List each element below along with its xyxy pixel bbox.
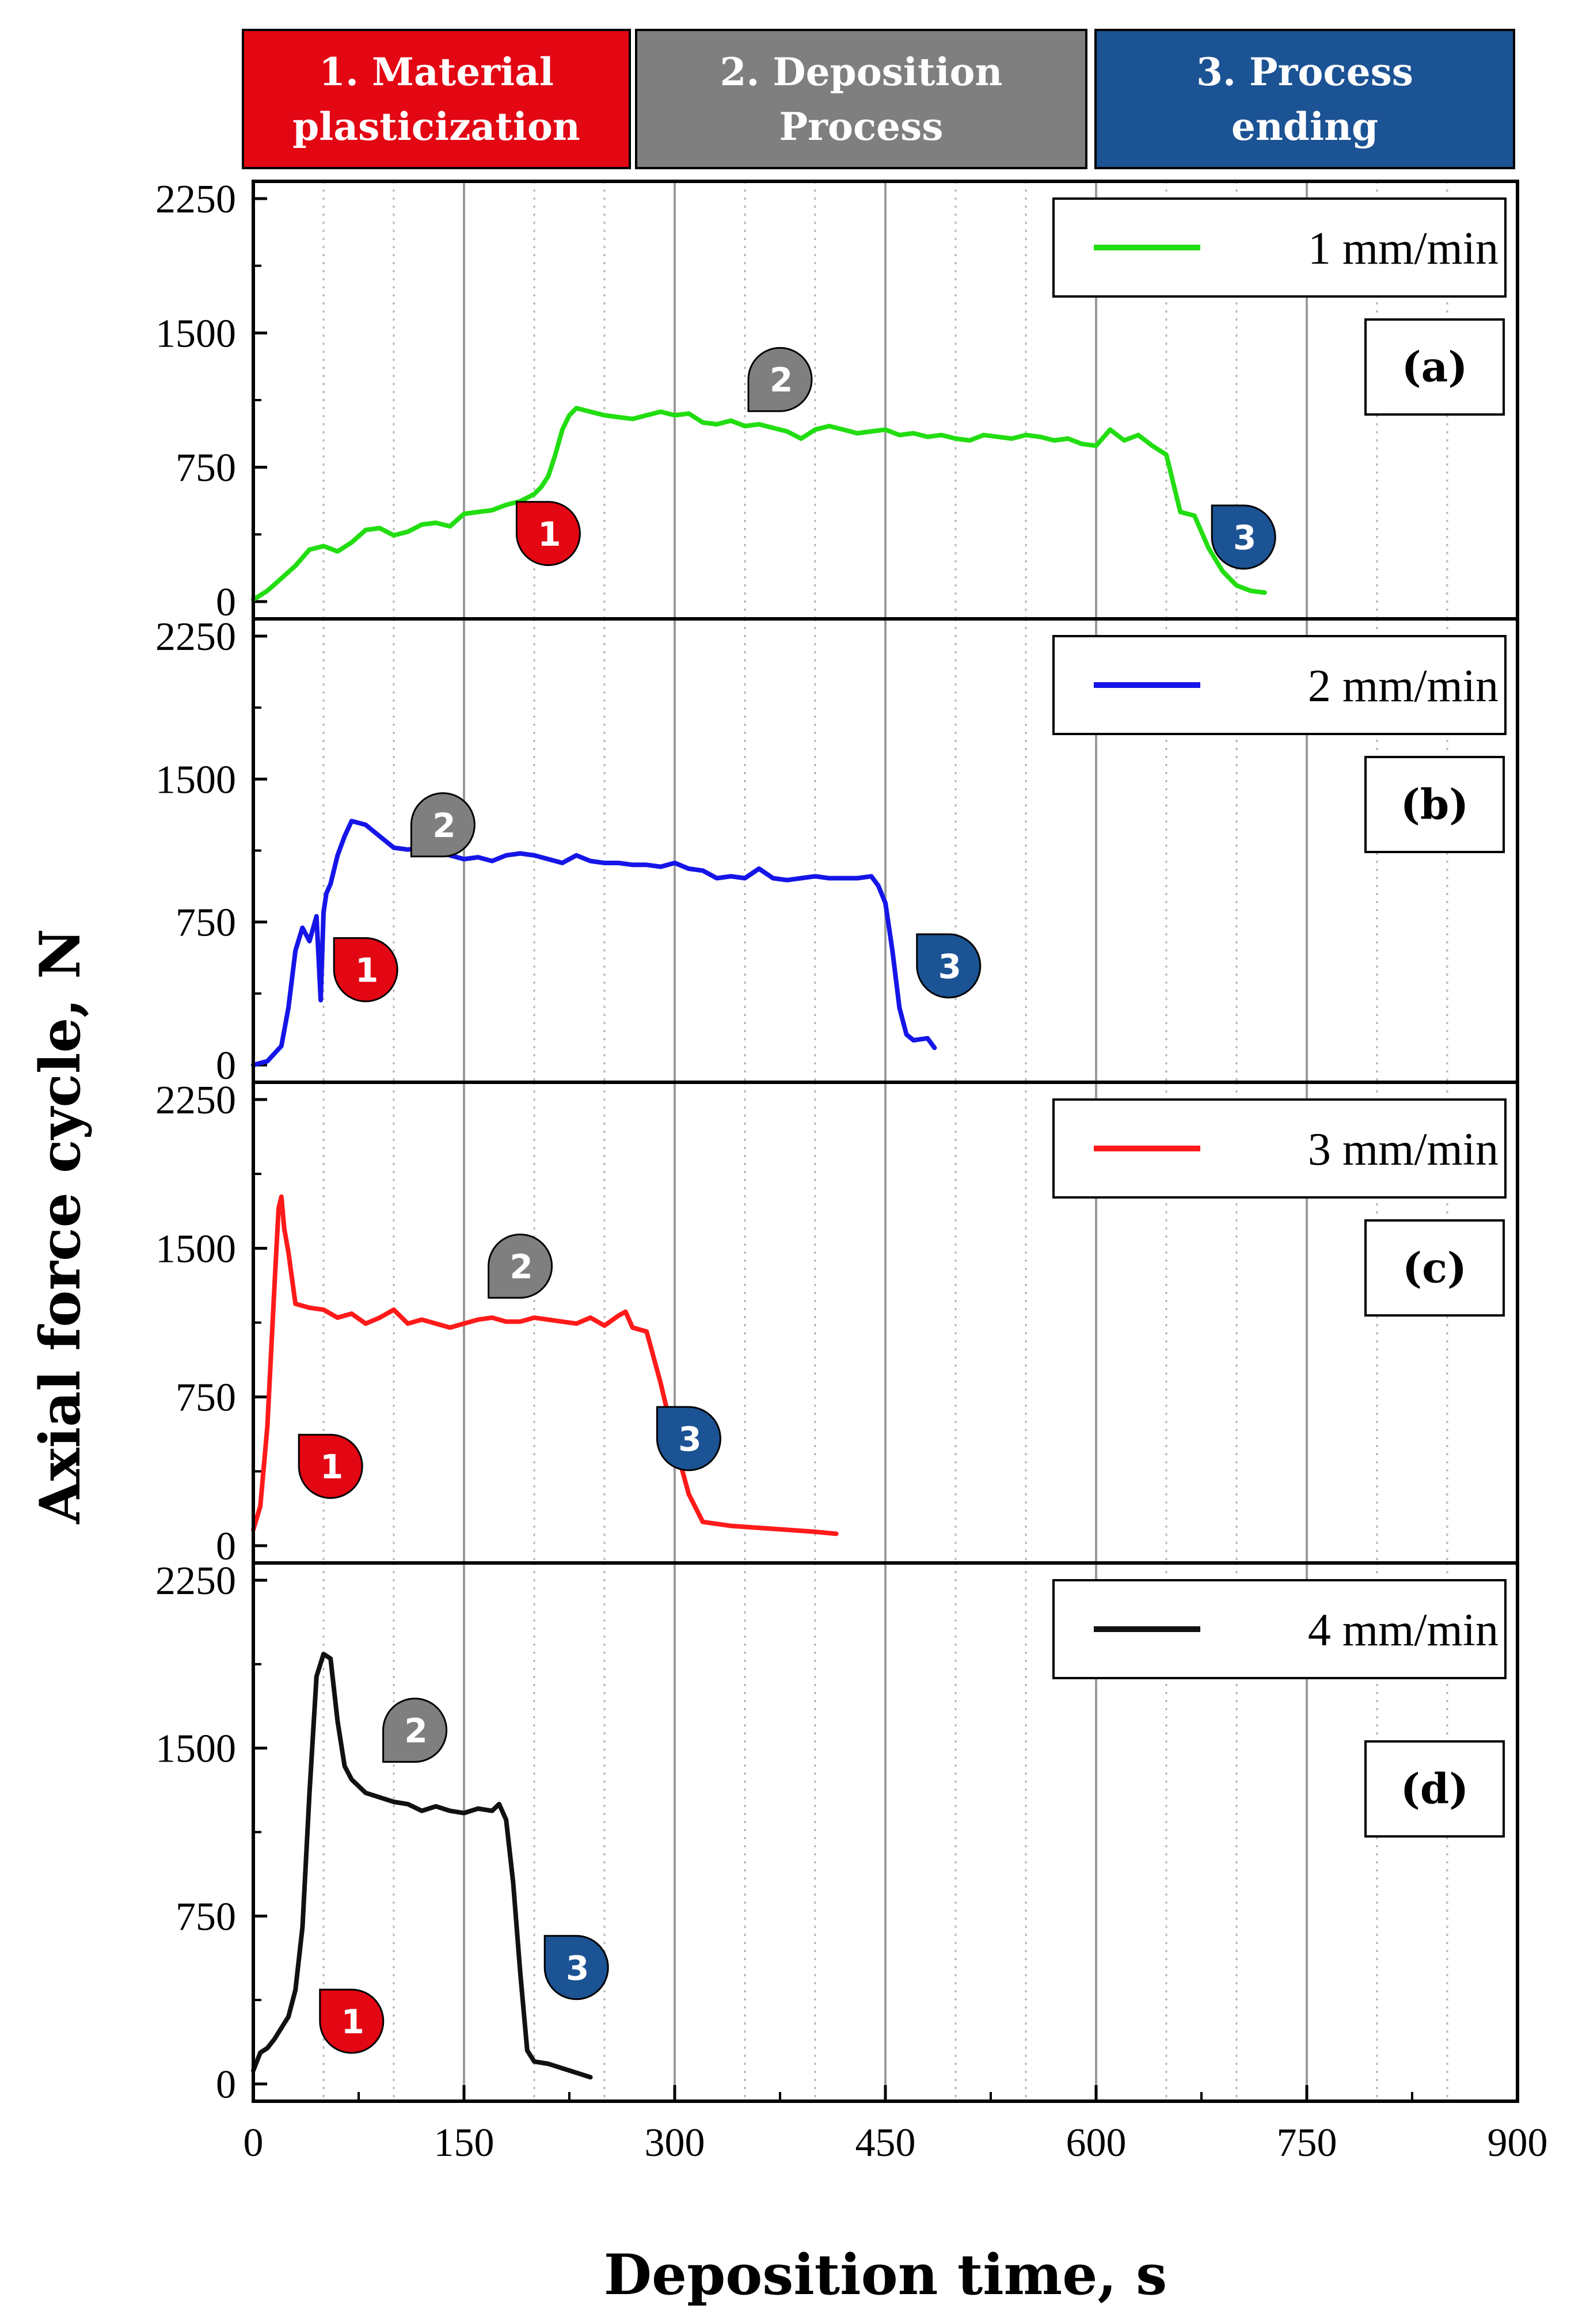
y-tick-label: 1500 [155, 1227, 236, 1271]
panel-label-box [1364, 318, 1505, 416]
panel-label: (a) [1402, 343, 1468, 391]
series-line [251, 819, 937, 1067]
x-tick-label: 0 [244, 2121, 264, 2165]
phase-marker-number: 3 [938, 947, 961, 986]
phase-box [242, 29, 631, 169]
phase-marker-number: 1 [355, 950, 378, 990]
phase-marker-number: 3 [566, 1949, 589, 1988]
phase-marker: 3 [916, 933, 982, 999]
phase-marker-shape [382, 1698, 448, 1763]
phase-marker-shape [543, 1935, 609, 2000]
x-tick-label: 300 [645, 2121, 705, 2165]
panel-label-box [1364, 1740, 1505, 1838]
phase-header: 1. Material plasticization 2. Deposition Pr… [242, 29, 1515, 169]
phase-marker-number: 1 [320, 1447, 343, 1486]
x-tick-label: 600 [1066, 2121, 1127, 2165]
phase-marker: 2 [382, 1698, 448, 1763]
phase-marker: 2 [488, 1233, 553, 1299]
y-tick-label: 2250 [155, 1559, 236, 1603]
phase-marker-shape [656, 1406, 721, 1471]
x-tick-label: 900 [1488, 2121, 1548, 2165]
phase-marker-number: 1 [341, 2002, 364, 2041]
legend: 1 mm/min [1052, 197, 1507, 298]
phase-marker-number: 2 [404, 1711, 427, 1751]
legend-label: 3 mm/min [1308, 1124, 1498, 1175]
panel: 0 750 1500 2250 3 mm/min (c) 1 2 3 [155, 1078, 1519, 1569]
y-tick-label: 0 [216, 1524, 236, 1569]
phase-marker-shape [515, 501, 581, 566]
y-tick-label: 750 [176, 1376, 236, 1420]
y-tick-label: 750 [176, 1895, 236, 1939]
x-axis-title: Deposition time, s [604, 2242, 1167, 2307]
phase-marker: 1 [319, 1988, 385, 2054]
phase-marker-number: 2 [509, 1247, 533, 1286]
phase-marker-number: 1 [538, 515, 561, 554]
y-tick-label: 0 [216, 2063, 236, 2107]
x-axis: 0 150 300 450 600 750 900 [244, 2085, 1548, 2165]
legend: 4 mm/min [1052, 1579, 1507, 1679]
phase-label: 2. Deposition [720, 50, 1002, 94]
phase-marker: 3 [543, 1935, 609, 2000]
y-tick-label: 750 [176, 446, 236, 490]
phase-marker-shape [298, 1433, 363, 1499]
phase-marker-shape [747, 347, 813, 412]
legend: 3 mm/min [1052, 1098, 1507, 1199]
phase-label: plasticization [292, 104, 580, 149]
phase-label: ending [1231, 104, 1378, 149]
y-tick-label: 0 [216, 1044, 236, 1088]
panel: 0 750 1500 2250 1 mm/min (a) 1 2 3 [155, 177, 1519, 625]
y-axis-title: Axial force cycle, N [28, 929, 93, 1524]
phase-marker: 3 [656, 1406, 721, 1471]
series-line [251, 1652, 593, 2080]
y-tick-label: 1500 [155, 1727, 236, 1771]
phase-marker: 3 [1211, 504, 1276, 570]
y-tick-label: 0 [216, 580, 236, 625]
phase-marker-number: 2 [432, 806, 455, 845]
legend-label: 1 mm/min [1308, 223, 1498, 274]
phase-label: Process [779, 104, 944, 149]
phase-box [635, 29, 1087, 169]
panels: 0 750 1500 2250 1 mm/min (a) 1 2 3 0 750 1500 2250 2 … [155, 177, 1519, 2107]
panel: 0 750 1500 2250 2 mm/min (b) 1 2 3 [155, 615, 1519, 1088]
phase-marker-shape [333, 937, 398, 1002]
phase-marker: 2 [410, 792, 476, 858]
y-tick-label: 1500 [155, 311, 236, 356]
phase-marker-shape [319, 1988, 385, 2054]
phase-marker-number: 2 [770, 360, 793, 400]
series-line [251, 406, 1267, 602]
panel-label: (d) [1401, 1764, 1469, 1813]
phase-label: 1. Material [319, 50, 554, 94]
y-tick-label: 2250 [155, 177, 236, 222]
y-tick-label: 1500 [155, 758, 236, 802]
phase-marker: 1 [515, 501, 581, 566]
legend-label: 4 mm/min [1308, 1605, 1498, 1656]
y-tick-label: 2250 [155, 615, 236, 659]
phase-marker-shape [488, 1233, 553, 1299]
panel-label-box [1364, 1219, 1505, 1317]
phase-marker-number: 3 [678, 1420, 701, 1459]
x-tick-label: 750 [1277, 2121, 1337, 2165]
phase-marker-shape [1211, 504, 1276, 570]
panel: 0 750 1500 2250 4 mm/min (d) 1 2 3 [155, 1559, 1519, 2107]
legend-label: 2 mm/min [1308, 661, 1498, 712]
panel-label: (c) [1402, 1243, 1467, 1292]
phase-marker-shape [410, 792, 476, 858]
panel-label-box [1364, 756, 1505, 853]
legend: 2 mm/min [1052, 635, 1507, 735]
panel-label: (b) [1401, 780, 1469, 829]
x-tick-label: 150 [434, 2121, 495, 2165]
phase-marker-number: 3 [1233, 518, 1256, 557]
phase-marker: 2 [747, 347, 813, 412]
phase-marker-shape [916, 933, 982, 999]
phase-label: 3. Process [1196, 50, 1413, 94]
phase-box [1094, 29, 1515, 169]
x-tick-label: 450 [855, 2121, 916, 2165]
y-tick-label: 750 [176, 901, 236, 945]
y-tick-label: 2250 [155, 1078, 236, 1123]
phase-marker: 1 [298, 1433, 363, 1499]
phase-marker: 1 [333, 937, 398, 1002]
